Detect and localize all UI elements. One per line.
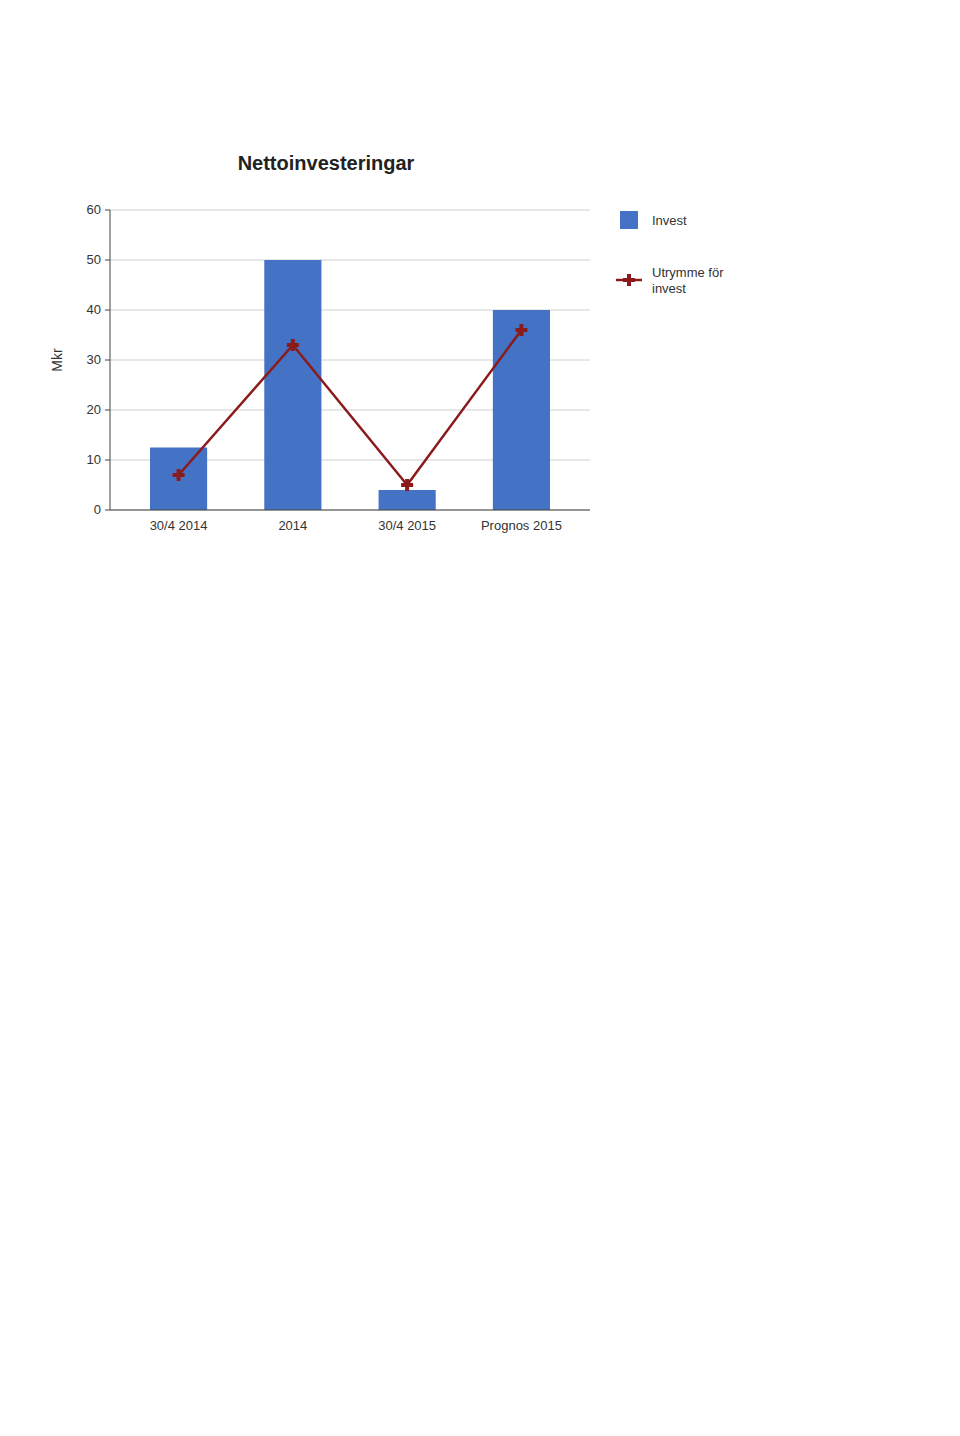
x-axis xyxy=(110,510,590,511)
y-tick xyxy=(105,510,110,511)
x-tick-label: 30/4 2014 xyxy=(150,518,208,533)
legend-marker xyxy=(623,274,635,286)
line xyxy=(179,330,522,485)
grid-line xyxy=(110,210,590,211)
x-tick-label: Prognos 2015 xyxy=(481,518,562,533)
y-tick-label: 50 xyxy=(87,252,101,267)
legend-label-line: invest xyxy=(652,281,686,296)
title: Nettoinvesteringar xyxy=(238,152,415,174)
legend-swatch xyxy=(620,211,638,229)
legend-label-line: Utrymme för xyxy=(652,265,724,280)
y-tick-label: 40 xyxy=(87,302,101,317)
y-tick-label: 60 xyxy=(87,202,101,217)
y-tick xyxy=(105,210,110,211)
bar xyxy=(150,448,207,511)
marker xyxy=(173,469,185,481)
y-tick xyxy=(105,460,110,461)
y-tick xyxy=(105,360,110,361)
y-tick xyxy=(105,410,110,411)
legend-label: Utrymme förinvest xyxy=(652,265,724,296)
marker xyxy=(515,324,527,336)
y-axis xyxy=(110,210,111,510)
y-tick-label: 20 xyxy=(87,402,101,417)
grid-line xyxy=(110,260,590,261)
y-tick-label: 30 xyxy=(87,352,101,367)
bar xyxy=(493,310,550,510)
bar xyxy=(264,260,321,510)
bar xyxy=(379,490,436,510)
marker xyxy=(401,479,413,491)
x-tick-label: 30/4 2015 xyxy=(378,518,436,533)
y-tick xyxy=(105,310,110,311)
plot-area xyxy=(150,260,550,510)
x-tick-label: 2014 xyxy=(278,518,307,533)
y-axis-label: Mkr xyxy=(49,348,65,372)
marker xyxy=(287,339,299,351)
legend-label-line: Invest xyxy=(652,213,687,228)
chart: Nettoinvesteringar 0 10 20 30 40 50 60 Mkr 30/4 2… xyxy=(0,0,960,1436)
y-tick-label: 10 xyxy=(87,452,101,467)
grid-line xyxy=(110,510,590,511)
y-tick xyxy=(105,260,110,261)
y-tick-label: 0 xyxy=(94,502,101,517)
legend-label: Invest xyxy=(652,213,687,228)
